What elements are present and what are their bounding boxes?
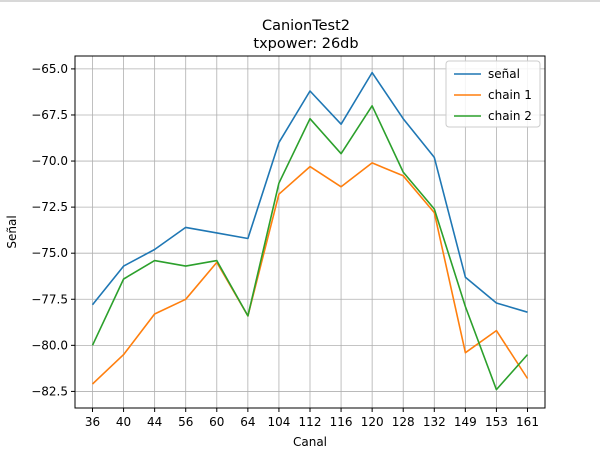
y-axis-ticks: −65.0 −67.5 −70.0 −72.5 −75.0 −77.5 −80.0 −82.5 xyxy=(31,62,75,398)
x-tick-label: 36 xyxy=(85,415,100,429)
x-tick-label: 149 xyxy=(454,415,477,429)
legend-label: señal xyxy=(488,67,520,81)
x-tick-label: 128 xyxy=(392,415,415,429)
x-axis-label: Canal xyxy=(293,435,327,449)
y-axis-label: Señal xyxy=(5,215,19,248)
y-tick-label: −82.5 xyxy=(31,384,68,398)
y-tick-label: −72.5 xyxy=(31,200,68,214)
y-tick-label: −77.5 xyxy=(31,292,68,306)
window-top-border xyxy=(0,0,600,2)
chart-title: CanionTest2 xyxy=(262,18,350,34)
y-tick-label: −80.0 xyxy=(31,338,68,352)
x-tick-label: 44 xyxy=(147,415,162,429)
y-tick-label: −75.0 xyxy=(31,246,68,260)
x-tick-label: 104 xyxy=(267,415,290,429)
series-line-chain-2 xyxy=(91,105,529,391)
x-tick-label: 153 xyxy=(485,415,508,429)
chart-subtitle: txpower: 26db xyxy=(253,36,358,52)
x-tick-label: 112 xyxy=(299,415,322,429)
x-tick-label: 64 xyxy=(240,415,255,429)
x-tick-label: 161 xyxy=(516,415,539,429)
legend: señal chain 1 chain 2 xyxy=(445,60,541,128)
y-tick-label: −65.0 xyxy=(31,62,68,76)
y-tick-label: −67.5 xyxy=(31,108,68,122)
series-line-señal xyxy=(91,71,528,313)
legend-label: chain 1 xyxy=(488,88,532,102)
x-axis-ticks: 36 40 44 56 60 64 104 112 116 120 128 132 149 153 161 xyxy=(85,408,539,429)
x-tick-label: 116 xyxy=(330,415,353,429)
x-tick-label: 120 xyxy=(361,415,384,429)
y-tick-label: −70.0 xyxy=(31,154,68,168)
x-tick-label: 56 xyxy=(178,415,193,429)
legend-label: chain 2 xyxy=(488,109,532,123)
legend-box xyxy=(445,60,541,128)
x-tick-label: 60 xyxy=(209,415,224,429)
series-line-chain-1 xyxy=(91,162,529,385)
x-tick-label: 132 xyxy=(423,415,446,429)
x-tick-label: 40 xyxy=(116,415,131,429)
series-lines xyxy=(91,71,529,391)
